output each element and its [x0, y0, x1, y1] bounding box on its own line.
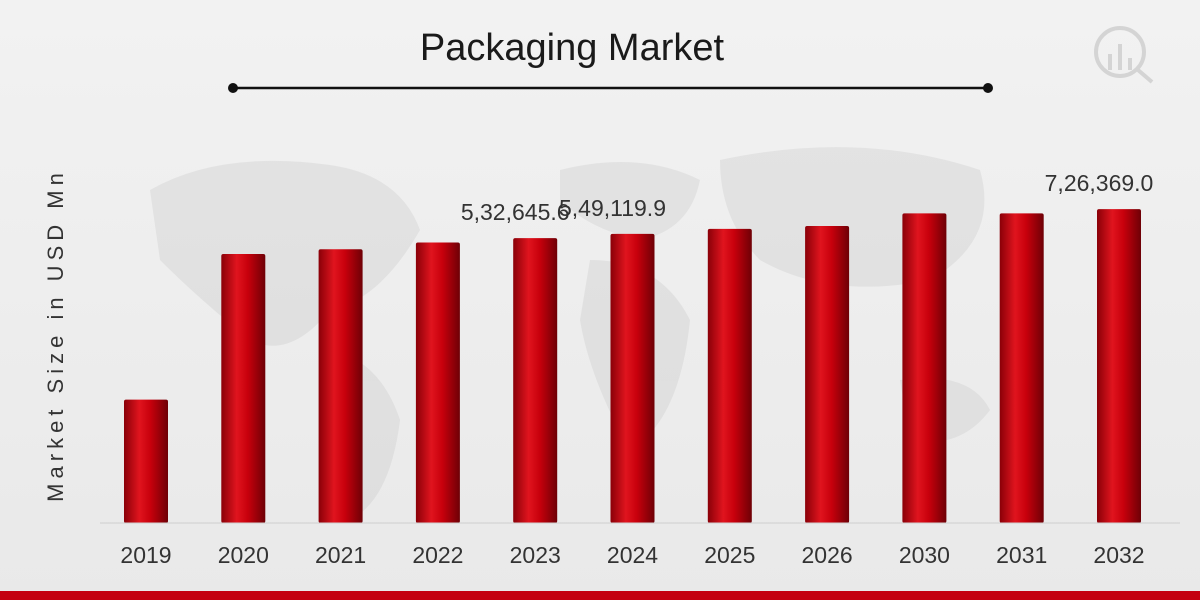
x-tick-label: 2023	[510, 542, 561, 568]
x-tick-label: 2031	[996, 542, 1047, 568]
x-tick-label: 2026	[802, 542, 853, 568]
x-tick-label: 2022	[412, 542, 463, 568]
plot-area: 2019 2020 2021 2022 2023 2024 2025 2026 2030 2031…	[120, 170, 1153, 568]
bar-2023	[513, 238, 558, 523]
data-label-2023: 5,32,645.6	[461, 199, 570, 225]
bar-2020	[221, 253, 266, 523]
x-tick-label: 2032	[1093, 542, 1144, 568]
data-label-2024: 5,49,119.9	[559, 195, 666, 221]
data-label-2032: 7,26,369.0	[1045, 170, 1154, 196]
bar-2021	[318, 249, 363, 524]
bar-2032	[1097, 209, 1141, 523]
bar-2019	[124, 399, 168, 523]
bar-2030	[902, 213, 947, 523]
x-tick-label: 2030	[899, 542, 950, 568]
bar-2024	[610, 233, 655, 523]
bar-2026	[805, 225, 850, 523]
x-tick-label: 2024	[607, 542, 658, 568]
bar-2025	[707, 228, 752, 523]
x-tick-label: 2021	[315, 542, 366, 568]
x-tick-label: 2019	[120, 542, 171, 568]
y-axis-label: Market Size in USD Mn	[43, 168, 68, 502]
bar-2022	[415, 242, 460, 524]
x-tick-label: 2025	[704, 542, 755, 568]
bottom-accent-bar	[0, 591, 1200, 600]
logo-watermark	[1094, 26, 1154, 84]
bar-2031	[999, 213, 1044, 523]
title-underline	[228, 83, 993, 93]
x-tick-label: 2020	[218, 542, 269, 568]
chart-title: Packaging Market	[420, 27, 725, 69]
